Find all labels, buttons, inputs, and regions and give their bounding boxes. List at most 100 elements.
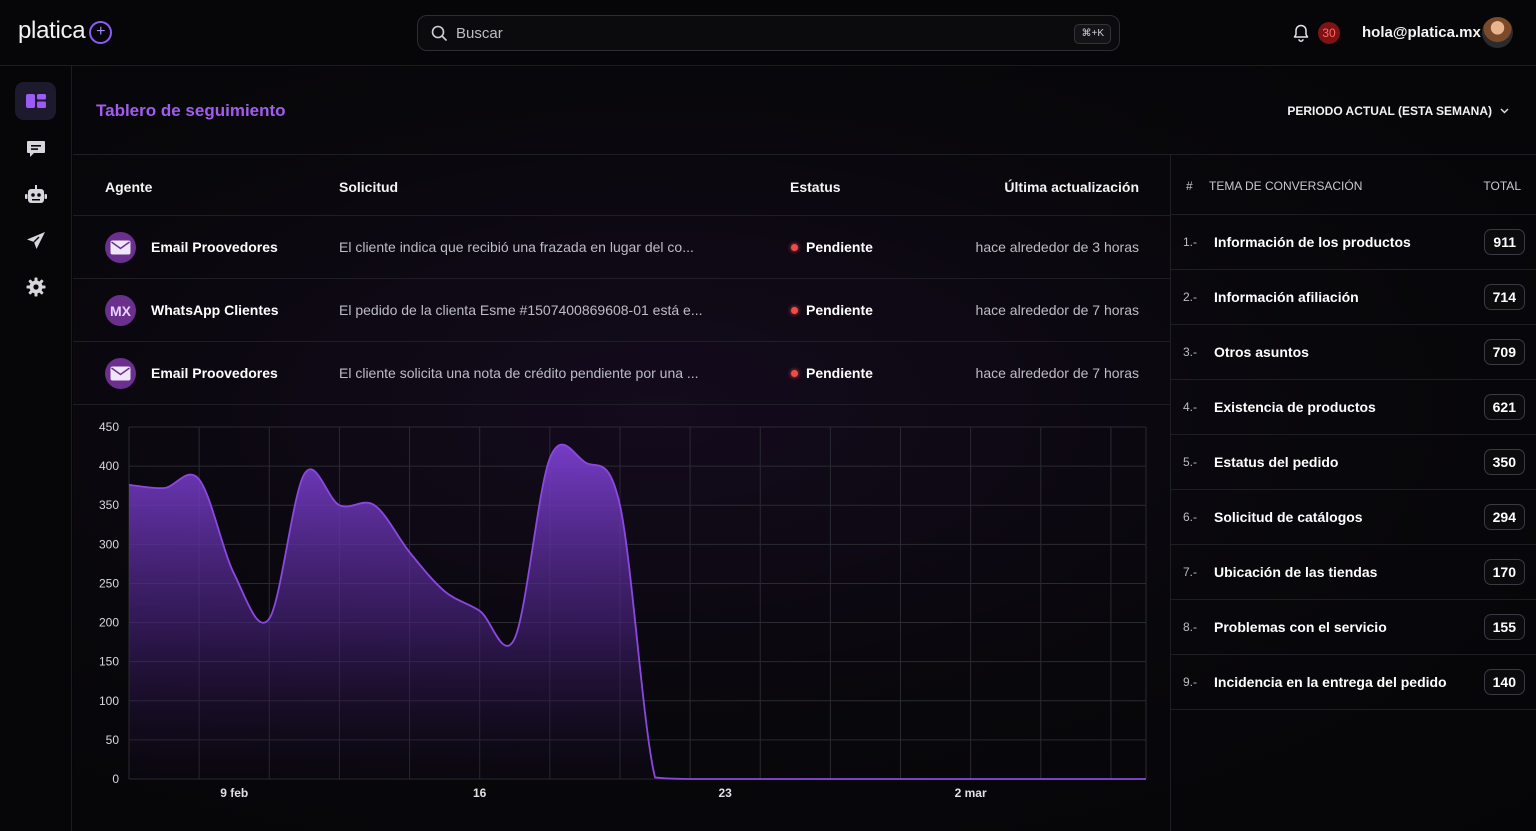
list-item[interactable]: 5.- Estatus del pedido 350 [1171,435,1536,490]
x-tick-label: 2 mar [955,786,987,800]
request-text: El cliente indica que recibió una frazad… [339,239,694,255]
logo[interactable]: platica + [18,17,113,45]
topic-label: Información afiliación [1214,289,1359,305]
list-item[interactable]: 8.- Problemas con el servicio 155 [1171,600,1536,655]
topic-label: Solicitud de catálogos [1214,509,1363,525]
topics-list: 1.- Información de los productos 911 2.- Inf… [1171,215,1536,710]
header-divider [73,154,1536,155]
logo-text: platica [18,17,86,44]
topic-index: 8.- [1183,620,1198,634]
y-tick-label: 400 [99,459,119,473]
column-header-agent: Agente [105,179,153,195]
x-tick-label: 16 [473,786,487,800]
topic-total-badge: 170 [1483,559,1525,585]
y-tick-label: 200 [99,616,119,630]
topic-label: Estatus del pedido [1214,454,1339,470]
topic-index: 5.- [1183,455,1198,469]
sidebar-item-bots[interactable] [15,176,56,214]
user-email[interactable]: hola@platica.mx [1362,24,1481,41]
status-dot [791,243,798,251]
topic-index: 7.- [1183,565,1198,579]
topic-total-badge: 294 [1483,504,1525,530]
table-row[interactable]: Email Proovedores El cliente indica que … [73,216,1170,279]
dashboard-icon [25,94,46,108]
x-tick-label: 23 [718,786,732,800]
agent-name: Email Proovedores [151,365,278,381]
topic-label: Existencia de productos [1214,399,1376,415]
topic-total-badge: 911 [1484,229,1525,255]
chevron-down-icon [1500,108,1509,114]
mail-icon [110,240,131,255]
sidebar-item-campaigns[interactable] [15,222,56,260]
topic-total-badge: 621 [1483,394,1525,420]
column-header-total: TOTAL [1483,179,1521,193]
topics-table: # TEMA DE CONVERSACIÓN TOTAL 1.- Informac… [1171,155,1536,710]
column-header-updated: Última actualización [1004,179,1139,195]
chat-icon [26,140,45,157]
send-icon [26,232,45,249]
y-tick-label: 350 [99,498,119,512]
sidebar-item-dashboard[interactable] [15,82,56,120]
topic-total-badge: 709 [1483,339,1525,365]
list-item[interactable]: 4.- Existencia de productos 621 [1171,380,1536,435]
agent-name: WhatsApp Clientes [151,302,279,318]
list-item[interactable]: 6.- Solicitud de catálogos 294 [1171,490,1536,545]
list-item[interactable]: 1.- Información de los productos 911 [1171,215,1536,270]
search-input[interactable] [456,24,1056,42]
search-shortcut: ⌘+K [1074,24,1111,44]
topic-index: 4.- [1183,400,1198,414]
y-axis: 0 50 100 150 200 250 300 350 400 450 [99,420,119,786]
status-label: Pendiente [806,302,873,318]
y-tick-label: 50 [106,733,120,747]
list-item[interactable]: 2.- Información afiliación 714 [1171,270,1536,325]
status-badge: Pendiente [791,239,873,255]
y-tick-label: 0 [112,772,119,786]
x-axis: 9 feb 16 23 2 mar [220,786,987,800]
robot-icon [24,185,47,203]
column-header-index: # [1186,179,1193,193]
y-tick-label: 150 [99,655,119,669]
status-dot [791,369,798,377]
notification-badge[interactable]: 30 [1318,22,1340,44]
y-tick-label: 300 [99,537,119,551]
agent-avatar: MX [105,295,136,326]
column-header-request: Solicitud [339,179,399,195]
status-dot [791,306,798,314]
topic-label: Información de los productos [1214,234,1411,250]
search-bar[interactable]: ⌘+K [417,15,1120,51]
request-text: El pedido de la clienta Esme #1507400869… [339,302,703,318]
area-series-line [128,443,1147,780]
avatar[interactable] [1482,17,1513,48]
search-icon [431,25,447,41]
topic-label: Incidencia en la entrega del pedido [1214,674,1447,690]
logo-plus-icon: + [89,20,113,44]
topic-index: 3.- [1183,345,1198,359]
topics-table-header: # TEMA DE CONVERSACIÓN TOTAL [1171,155,1536,215]
topic-label: Ubicación de las tiendas [1214,564,1378,580]
agent-avatar [105,232,136,263]
period-label: PERIODO ACTUAL (ESTA SEMANA) [1287,104,1492,118]
table-row[interactable]: Email Proovedores El cliente solicita un… [73,342,1170,405]
y-tick-label: 450 [99,420,119,434]
topic-index: 2.- [1183,290,1198,304]
updated-time: hace alrededor de 7 horas [975,302,1139,318]
sidebar-item-messages[interactable] [15,129,56,167]
table-row[interactable]: MX WhatsApp Clientes El pedido de la cli… [73,279,1170,342]
x-tick-label: 9 feb [220,786,248,800]
agent-name: Email Proovedores [151,239,278,255]
status-badge: Pendiente [791,302,873,318]
period-selector[interactable]: PERIODO ACTUAL (ESTA SEMANA) [1287,104,1509,118]
bell-icon[interactable] [1291,23,1311,43]
sidebar-item-settings[interactable] [15,268,56,306]
conversations-area-chart: 0 50 100 150 200 250 300 350 400 450 9 feb 16 23 2 m… [99,420,1147,800]
sidebar [0,66,72,831]
topic-total-badge: 140 [1483,669,1525,695]
status-label: Pendiente [806,365,873,381]
panel-divider [1170,155,1171,831]
mail-icon [110,366,131,381]
list-item[interactable]: 7.- Ubicación de las tiendas 170 [1171,545,1536,600]
list-item[interactable]: 3.- Otros asuntos 709 [1171,325,1536,380]
requests-table: Agente Solicitud Estatus Última actualiz… [73,155,1170,405]
status-label: Pendiente [806,239,873,255]
list-item[interactable]: 9.- Incidencia en la entrega del pedido 14… [1171,655,1536,710]
